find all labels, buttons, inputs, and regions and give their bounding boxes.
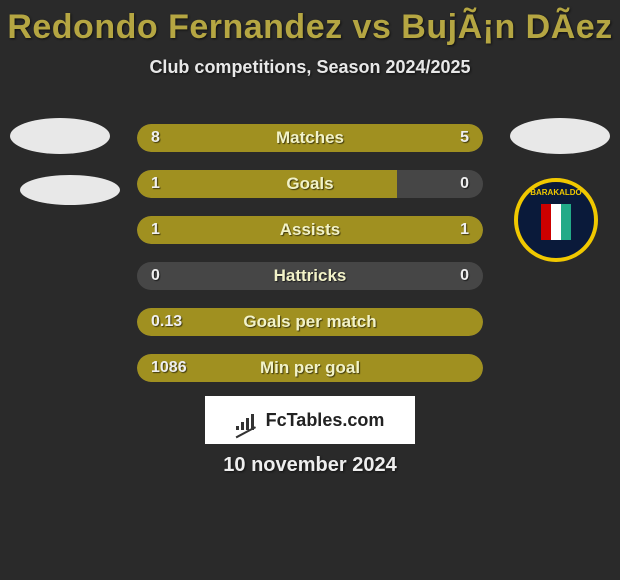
brand-text: FcTables.com <box>266 410 385 431</box>
stat-row: 8Matches5 <box>137 124 483 152</box>
avatar-player-left-2 <box>20 175 120 205</box>
stat-label: Hattricks <box>137 262 483 290</box>
page-title: Redondo Fernandez vs BujÃ¡n DÃ­ez <box>0 0 620 47</box>
stat-row: 0.13Goals per match <box>137 308 483 336</box>
stat-row: 1Assists1 <box>137 216 483 244</box>
stat-label: Min per goal <box>137 354 483 382</box>
date-text: 10 november 2024 <box>0 454 620 477</box>
stat-right-value: 1 <box>460 216 469 244</box>
stat-label: Goals <box>137 170 483 198</box>
stat-row: 0Hattricks0 <box>137 262 483 290</box>
avatar-player-right-1 <box>510 118 610 154</box>
comparison-card: Redondo Fernandez vs BujÃ¡n DÃ­ez Club c… <box>0 0 620 580</box>
stat-row: 1086Min per goal <box>137 354 483 382</box>
stat-label: Matches <box>137 124 483 152</box>
avatar-player-left-1 <box>10 118 110 154</box>
stat-right-value: 0 <box>460 170 469 198</box>
subtitle: Club competitions, Season 2024/2025 <box>0 57 620 78</box>
stat-row: 1Goals0 <box>137 170 483 198</box>
stat-label: Goals per match <box>137 308 483 336</box>
brand-box: FcTables.com <box>205 396 415 444</box>
stat-label: Assists <box>137 216 483 244</box>
fctables-logo-icon <box>236 410 260 430</box>
club-badge-right: BARAKALDO <box>514 178 598 262</box>
club-badge-shield-icon <box>541 204 571 240</box>
stat-right-value: 5 <box>460 124 469 152</box>
stats-bars-area: 8Matches51Goals01Assists10Hattricks00.13… <box>137 124 483 400</box>
stat-right-value: 0 <box>460 262 469 290</box>
club-badge-label: BARAKALDO <box>530 188 582 197</box>
